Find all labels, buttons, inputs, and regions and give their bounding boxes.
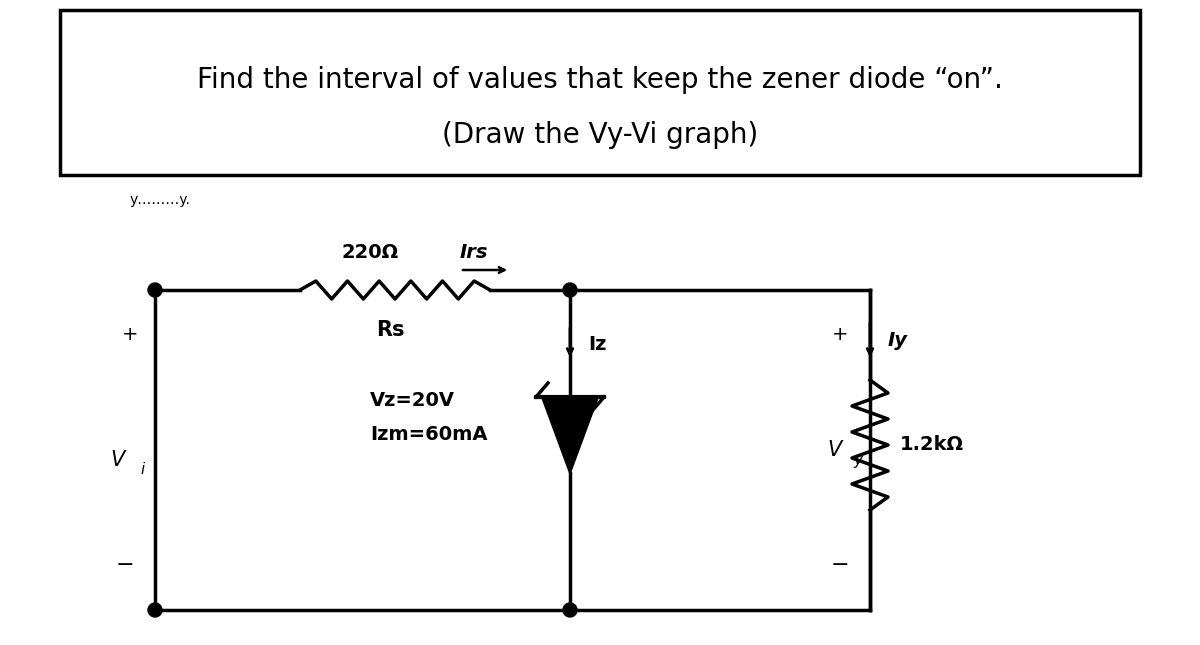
Text: V: V [110,450,125,470]
Text: i: i [140,462,145,477]
Text: Izm=60mA: Izm=60mA [370,426,487,444]
Text: +: + [832,326,848,344]
Text: Irs: Irs [460,244,488,263]
Text: −: − [115,555,134,575]
Text: V: V [828,440,842,460]
Text: Iy: Iy [888,330,908,350]
Text: (Draw the Vy-Vi graph): (Draw the Vy-Vi graph) [442,121,758,149]
Text: Vz=20V: Vz=20V [370,390,455,410]
FancyBboxPatch shape [60,10,1140,175]
Text: y………y.: y………y. [130,193,191,207]
Text: 1.2kΩ: 1.2kΩ [900,435,964,455]
Circle shape [563,283,577,297]
Text: +: + [121,326,138,344]
Circle shape [148,283,162,297]
Text: Iz: Iz [588,335,606,355]
Text: Find the interval of values that keep the zener diode “on”.: Find the interval of values that keep th… [197,66,1003,94]
Circle shape [563,603,577,617]
Circle shape [148,603,162,617]
Text: −: − [830,555,850,575]
Text: 220Ω: 220Ω [342,244,398,263]
Text: Rs: Rs [376,320,404,340]
Text: y: y [853,453,862,468]
Polygon shape [542,397,598,473]
